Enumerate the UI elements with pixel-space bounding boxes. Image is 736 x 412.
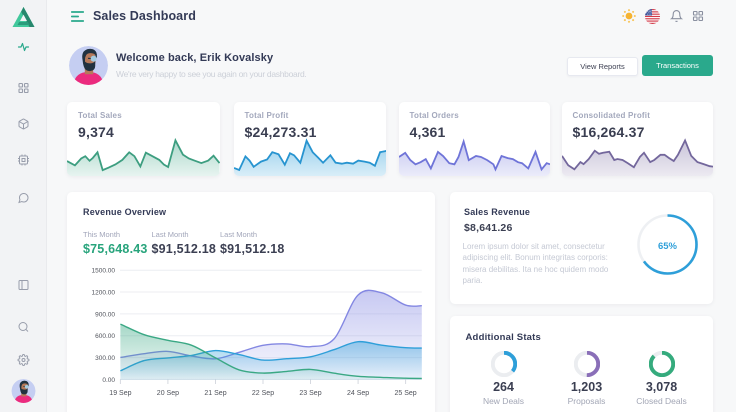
svg-text:600.00: 600.00 — [95, 333, 115, 340]
svg-text:1200.00: 1200.00 — [92, 290, 116, 297]
svg-text:1500.00: 1500.00 — [92, 268, 116, 275]
svg-text:24 Sep: 24 Sep — [347, 390, 369, 397]
svg-text:22 Sep: 22 Sep — [252, 390, 274, 397]
svg-text:300.00: 300.00 — [95, 355, 115, 362]
svg-text:0.00: 0.00 — [102, 377, 115, 384]
svg-text:21 Sep: 21 Sep — [204, 390, 226, 397]
svg-text:19 Sep: 19 Sep — [109, 390, 131, 397]
svg-text:25 Sep: 25 Sep — [395, 390, 417, 397]
svg-text:900.00: 900.00 — [95, 311, 115, 318]
svg-text:20 Sep: 20 Sep — [157, 390, 179, 397]
svg-text:65%: 65% — [657, 241, 677, 252]
svg-text:23 Sep: 23 Sep — [299, 390, 321, 397]
